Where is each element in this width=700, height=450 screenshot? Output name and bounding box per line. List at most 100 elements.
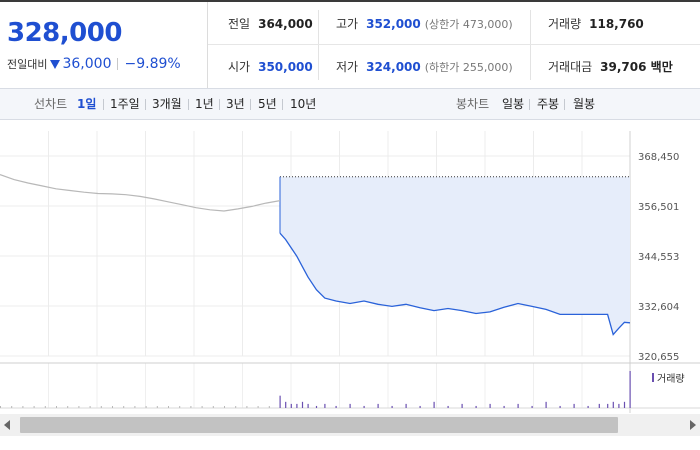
prev-volume-bar: [212, 406, 214, 408]
divider: [219, 99, 220, 110]
volume-bar: [335, 405, 337, 408]
divider: [117, 58, 119, 70]
prev-volume-bar: [33, 406, 35, 408]
volume-bar: [475, 405, 477, 408]
change-percent: −9.89%: [124, 56, 181, 72]
y-tick-label: 332,604: [638, 302, 679, 313]
down-arrow-icon: [50, 59, 61, 69]
prev-volume-bar: [246, 406, 248, 408]
prev-volume-bar: [11, 406, 13, 408]
volume-cell: 거래량 118,760: [548, 2, 644, 45]
prev-close-label: 전일: [228, 17, 251, 31]
volume-value: 118,760: [589, 16, 644, 31]
volume-bar: [503, 405, 505, 408]
prev-volume-bar: [201, 406, 203, 408]
prev-volume-bar: [56, 406, 57, 408]
scroll-right-icon[interactable]: [690, 420, 696, 430]
open-value: 350,000: [258, 59, 313, 74]
tab-5y[interactable]: 5년: [258, 97, 277, 111]
amount-value: 39,706 백만: [600, 60, 673, 74]
volume-bar: [461, 403, 463, 408]
change-row: 전일대비 36,000 −9.89%: [7, 56, 181, 72]
quote-details: 전일 364,000 고가 352,000 (상한가 473,000) 거래량 …: [208, 2, 700, 88]
volume-bar: [433, 401, 435, 408]
lower-limit: (하한가 255,000): [424, 60, 513, 74]
tab-weekly[interactable]: 주봉: [537, 97, 560, 111]
tab-1w[interactable]: 1주일: [110, 97, 140, 111]
candle-chart-label: 봉차트: [456, 97, 490, 111]
prev-volume-bar: [112, 406, 113, 408]
prev-volume-bar: [0, 406, 1, 408]
volume-bar: [285, 401, 287, 408]
scroll-left-icon[interactable]: [4, 420, 10, 430]
volume-bar: [377, 403, 379, 408]
volume-bar: [315, 405, 318, 408]
high-value: 352,000: [366, 16, 421, 31]
prev-volume-bar: [22, 406, 24, 408]
volume-bar: [531, 405, 533, 408]
divider: [145, 99, 146, 110]
tab-daily[interactable]: 일봉: [502, 97, 525, 111]
divider: [530, 10, 531, 80]
volume-bar: [623, 401, 626, 408]
tab-3y[interactable]: 3년: [226, 97, 245, 111]
prev-volume-bar: [190, 406, 192, 408]
prev-day-price-line: [0, 174, 281, 212]
tab-1d[interactable]: 1일: [77, 97, 97, 111]
low-label: 저가: [336, 60, 359, 74]
tab-1y[interactable]: 1년: [195, 97, 214, 111]
tab-3m[interactable]: 3개월: [152, 97, 182, 111]
prev-volume-bar: [156, 406, 158, 408]
volume-bar: [349, 403, 351, 408]
current-price: 328,000: [7, 18, 122, 48]
volume-bar: [363, 405, 365, 408]
price-box: 328,000 전일대비 36,000 −9.89%: [0, 2, 208, 88]
volume-bar: [629, 371, 631, 408]
y-tick-label: 356,501: [638, 202, 679, 213]
divider: [188, 99, 189, 110]
volume-bar: [447, 405, 449, 408]
volume-bar: [517, 403, 519, 408]
divider: [282, 99, 283, 110]
divider: [103, 99, 104, 110]
tab-10y[interactable]: 10년: [290, 97, 317, 111]
prev-volume-bar: [224, 406, 225, 408]
volume-bar: [612, 401, 614, 408]
volume-bar: [598, 403, 600, 408]
prev-volume-bar: [257, 406, 259, 408]
volume-bar: [301, 401, 304, 408]
tab-monthly[interactable]: 월봉: [573, 97, 596, 111]
volume-bar: [290, 403, 292, 408]
low-cell: 저가 324,000 (하한가 255,000): [336, 45, 513, 88]
chart-scrollbar[interactable]: [0, 414, 700, 436]
prev-volume-bar: [235, 406, 237, 408]
volume-bar: [573, 403, 575, 408]
volume-bar: [307, 403, 309, 408]
prev-volume-bar: [168, 406, 169, 408]
scroll-thumb[interactable]: [20, 417, 618, 433]
prev-volume-bar: [134, 406, 136, 408]
volume-legend-swatch: [652, 373, 654, 382]
upper-limit: (상한가 473,000): [424, 17, 513, 31]
volume-bar: [607, 403, 609, 408]
volume-bar: [559, 405, 561, 408]
change-value: 36,000: [62, 56, 112, 72]
y-tick-label: 320,655: [638, 352, 679, 363]
prev-volume-bar: [67, 406, 69, 408]
high-label: 고가: [336, 17, 359, 31]
prev-close-cell: 전일 364,000: [228, 2, 313, 45]
volume-bar: [391, 405, 393, 408]
prev-volume-bar: [44, 406, 46, 408]
prev-volume-bar: [123, 406, 125, 408]
prev-volume-bar: [179, 406, 181, 408]
divider: [250, 99, 251, 110]
price-summary: 328,000 전일대비 36,000 −9.89% 전일 364,000 고가…: [0, 0, 700, 88]
change-area-fill: [280, 176, 630, 335]
volume-label: 거래량: [548, 17, 582, 31]
prev-close-value: 364,000: [258, 16, 313, 31]
open-cell: 시가 350,000: [228, 45, 313, 88]
change-label: 전일대비: [7, 58, 48, 71]
prev-volume-bar: [145, 406, 147, 408]
volume-bar: [296, 403, 298, 408]
chart-period-tabs: 선차트 1일 1주일 3개월 1년 3년 5년 10년 봉차트 일봉 주봉 월봉: [0, 88, 700, 120]
